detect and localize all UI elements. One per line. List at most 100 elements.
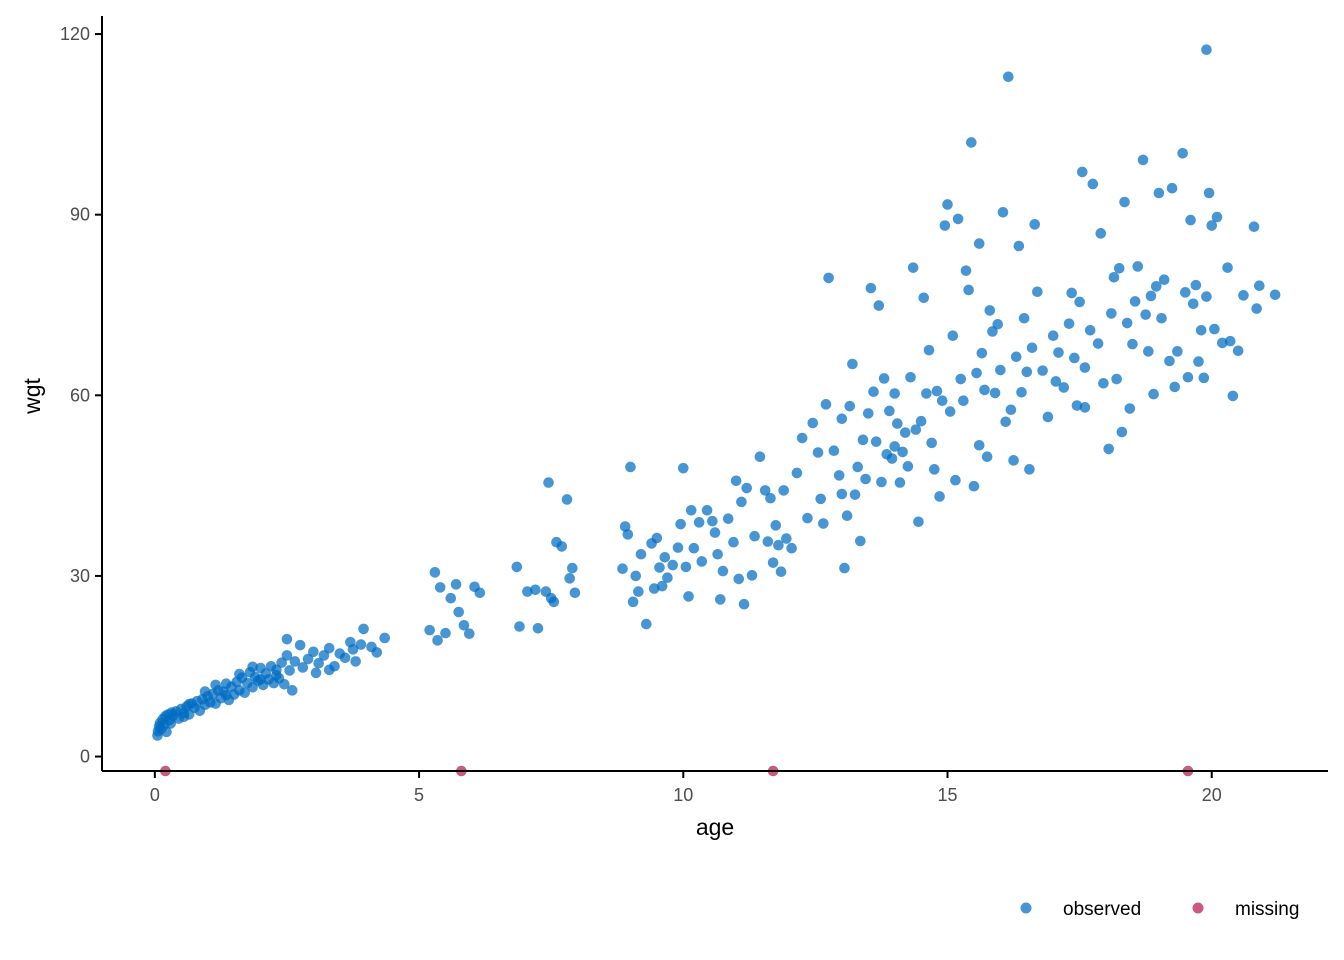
observed-point	[625, 461, 636, 473]
observed-point	[884, 405, 895, 417]
observed-point	[1108, 271, 1120, 283]
observed-point	[1103, 443, 1114, 455]
observed-point	[1201, 291, 1212, 302]
observed-point	[424, 624, 435, 636]
observed-point	[1193, 356, 1204, 367]
observed-point	[432, 635, 443, 646]
axes-layer	[101, 16, 1328, 772]
observed-point	[1177, 147, 1188, 159]
observed-point	[1209, 323, 1220, 335]
observed-point	[958, 395, 969, 407]
observed-point	[1132, 261, 1144, 272]
observed-point	[1016, 386, 1027, 398]
observed-point	[279, 679, 290, 690]
observed-point	[1053, 347, 1064, 358]
legend-missing-label: missing	[1235, 899, 1299, 920]
x-tick-label: 10	[673, 785, 693, 805]
observed-point	[976, 347, 988, 359]
observed-point	[1119, 196, 1130, 208]
observed-point	[979, 384, 990, 396]
y-tick-label: 30	[70, 566, 90, 586]
observed-point	[561, 494, 573, 505]
observed-point	[1026, 342, 1038, 354]
observed-point	[1180, 287, 1191, 298]
observed-point	[738, 598, 750, 610]
observed-point	[923, 344, 935, 356]
observed-point	[453, 606, 465, 618]
observed-point	[1166, 182, 1178, 194]
observed-point	[818, 518, 829, 529]
observed-point	[284, 665, 295, 676]
observed-point	[762, 536, 774, 547]
observed-point	[1037, 365, 1048, 376]
observed-point	[347, 644, 359, 655]
observed-point	[701, 505, 713, 516]
observed-point	[458, 619, 470, 631]
observed-point	[839, 562, 850, 574]
observed-point	[989, 387, 1001, 399]
observed-point	[894, 477, 906, 488]
y-tick-label: 0	[80, 747, 90, 767]
observed-point	[1084, 324, 1096, 336]
observed-point	[995, 364, 1006, 376]
observed-point	[358, 623, 369, 635]
observed-point	[767, 557, 779, 568]
legend-observed-marker	[1020, 902, 1032, 914]
observed-point	[741, 482, 753, 494]
observed-point	[693, 517, 705, 528]
legend-observed-label: observed	[1063, 899, 1141, 920]
observed-point	[511, 561, 523, 573]
observed-point	[234, 668, 245, 680]
observed-point	[947, 330, 959, 342]
observed-point	[677, 462, 689, 474]
observed-point	[931, 385, 943, 397]
observed-point	[802, 512, 813, 524]
observed-point	[889, 388, 900, 399]
observed-point	[765, 492, 776, 504]
observed-point	[350, 656, 361, 667]
observed-point	[1079, 402, 1091, 413]
observed-point	[1224, 335, 1236, 347]
observed-point	[728, 536, 739, 548]
observed-point	[1047, 330, 1059, 342]
observed-point	[659, 551, 671, 563]
observed-point	[717, 565, 729, 577]
observed-point	[963, 284, 974, 296]
observed-point	[1222, 262, 1233, 273]
observed-point	[522, 586, 533, 597]
observed-point	[654, 562, 665, 573]
observed-point	[1010, 351, 1022, 363]
observed-point	[1076, 166, 1088, 178]
observed-point	[913, 516, 924, 528]
observed-point	[833, 470, 845, 481]
observed-point	[310, 667, 322, 679]
observed-point	[1029, 219, 1041, 230]
observed-point	[905, 371, 916, 383]
observed-point	[532, 623, 544, 634]
observed-point	[1063, 318, 1075, 329]
observed-point	[1217, 337, 1228, 349]
x-tick-label: 0	[150, 785, 160, 805]
observed-point	[1254, 280, 1265, 292]
observed-point	[556, 541, 568, 552]
observed-point	[736, 496, 747, 508]
observed-point	[313, 657, 324, 669]
observed-point	[339, 652, 351, 664]
observed-point	[1195, 324, 1207, 336]
observed-point	[828, 445, 840, 456]
observed-point	[892, 418, 903, 429]
observed-point	[836, 413, 848, 425]
observed-point	[1111, 373, 1122, 385]
observed-point	[841, 510, 853, 522]
observed-point	[1066, 287, 1078, 299]
observed-point	[733, 573, 745, 585]
observed-point	[973, 439, 985, 451]
observed-point	[855, 535, 866, 547]
observed-point	[297, 662, 309, 673]
observed-point	[1095, 228, 1107, 239]
observed-point	[548, 596, 560, 608]
observed-point	[680, 561, 692, 573]
observed-point	[308, 646, 319, 658]
observed-point	[1018, 312, 1030, 324]
observed-point	[870, 436, 882, 447]
